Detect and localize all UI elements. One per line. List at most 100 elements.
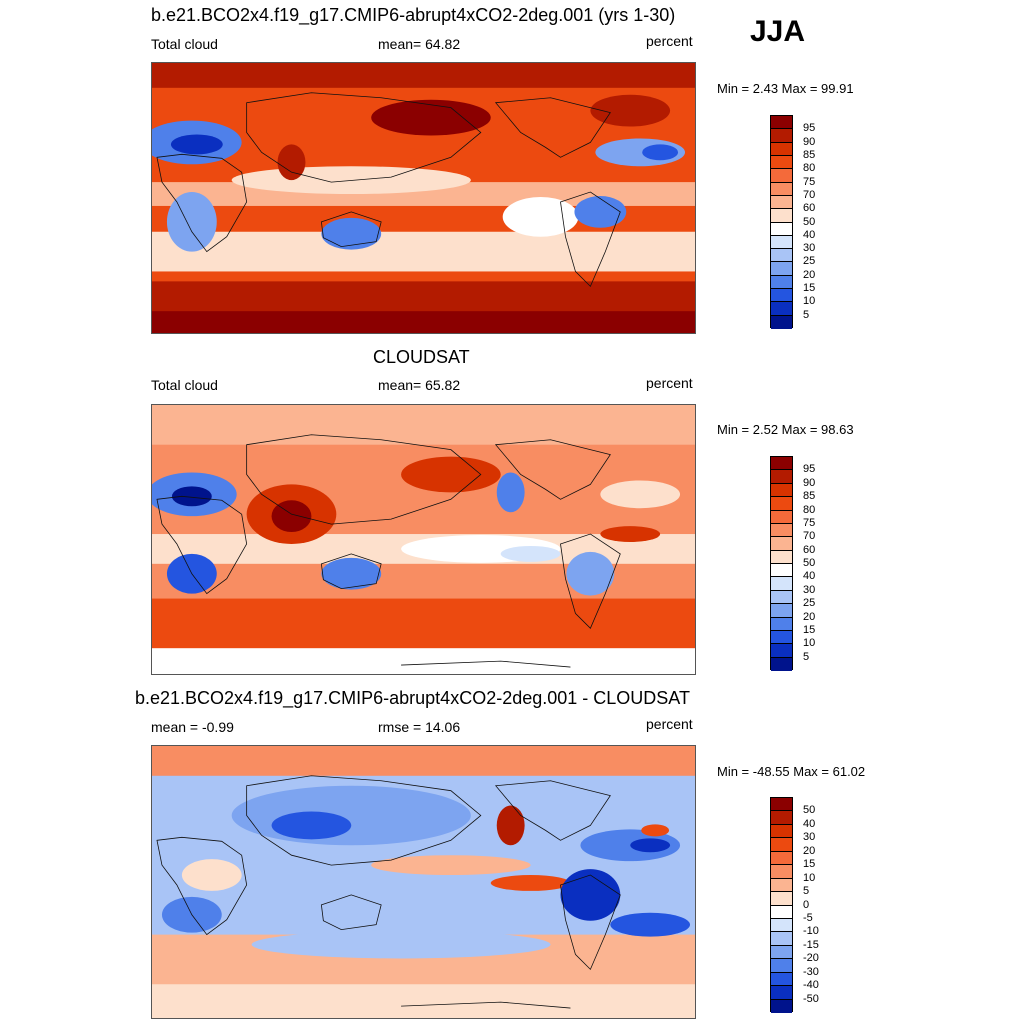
panel-2-title: CLOUDSAT: [373, 347, 470, 367]
colorbar-swatch: [771, 315, 792, 329]
colorbar-label: 40: [803, 817, 816, 830]
colorbar-label: 5: [803, 885, 810, 898]
colorbar-label: 5: [803, 650, 810, 663]
panel-3-mean-label: mean = -0.99: [151, 719, 234, 735]
colorbar-label: 10: [803, 637, 816, 650]
colorbar-swatch: [771, 222, 792, 236]
colorbar-label: 20: [803, 844, 816, 857]
colorbar-swatch: [771, 851, 792, 866]
colorbar-label: 20: [803, 610, 816, 623]
colorbar-label: 95: [803, 122, 816, 135]
colorbar-label: 80: [803, 162, 816, 175]
panel-3-colorbar: [770, 797, 793, 1013]
colorbar-swatch: [771, 142, 792, 156]
panel-2-mean-label: mean= 65.82: [378, 377, 461, 393]
colorbar-label: 50: [803, 557, 816, 569]
colorbar-swatch: [771, 999, 792, 1013]
colorbar-swatch: [771, 249, 792, 263]
colorbar-swatch: [771, 275, 792, 290]
colorbar-swatch: [771, 289, 792, 303]
colorbar-swatch: [771, 577, 792, 591]
colorbar-label: 70: [803, 188, 816, 201]
colorbar-label: 30: [803, 242, 816, 255]
colorbar-swatch: [771, 550, 792, 564]
colorbar-label: 5: [803, 308, 810, 321]
colorbar-label: 30: [803, 583, 816, 596]
colorbar-swatch: [771, 235, 792, 250]
colorbar-swatch: [771, 195, 792, 210]
colorbar-swatch: [771, 824, 792, 839]
colorbar-label: 30: [803, 831, 816, 844]
colorbar-swatch: [771, 523, 792, 538]
colorbar-swatch: [771, 209, 792, 223]
colorbar-label: -30: [803, 965, 819, 978]
colorbar-label: 90: [803, 476, 816, 489]
colorbar-swatch: [771, 959, 792, 973]
colorbar-label: 15: [803, 282, 816, 295]
colorbar-label: -10: [803, 925, 819, 938]
colorbar-swatch: [771, 510, 792, 524]
colorbar-label: 85: [803, 148, 816, 161]
panel-3-rmse-label: rmse = 14.06: [378, 719, 461, 735]
colorbar-label: 50: [803, 215, 816, 228]
colorbar-swatch: [771, 892, 792, 906]
colorbar-swatch: [771, 945, 792, 960]
colorbar-label: 60: [803, 202, 816, 215]
colorbar-label: 40: [803, 570, 816, 583]
colorbar-label: 75: [803, 516, 816, 529]
colorbar-swatch: [771, 262, 792, 276]
colorbar-swatch: [771, 590, 792, 605]
colorbar-label: 40: [803, 228, 816, 241]
colorbar-label: 50: [803, 804, 816, 817]
colorbar-swatch: [771, 905, 792, 919]
panel-1-variable-label: Total cloud: [151, 36, 218, 52]
panel-3-map: [151, 745, 696, 1019]
colorbar-label: 10: [803, 295, 816, 308]
colorbar-label: 0: [803, 898, 810, 911]
panel-2-minmax: Min = 2.52 Max = 98.63: [717, 422, 854, 437]
colorbar-swatch: [771, 932, 792, 946]
panel-1-minmax: Min = 2.43 Max = 99.91: [717, 81, 854, 96]
colorbar-label: 25: [803, 255, 816, 268]
colorbar-label: -50: [803, 992, 819, 1005]
colorbar-label: 95: [803, 463, 816, 476]
colorbar-label: 10: [803, 871, 816, 884]
colorbar-swatch: [771, 564, 792, 578]
colorbar-label: 20: [803, 268, 816, 281]
colorbar-swatch: [771, 986, 792, 1000]
colorbar-label: 60: [803, 543, 816, 556]
colorbar-swatch: [771, 798, 792, 812]
colorbar-label: 90: [803, 135, 816, 148]
colorbar-swatch: [771, 483, 792, 498]
panel-1-map: [151, 62, 696, 334]
colorbar-swatch: [771, 811, 792, 825]
colorbar-swatch: [771, 972, 792, 987]
panel-1-colorbar: [770, 115, 793, 329]
panel-2-map: [151, 404, 696, 675]
panel-3-minmax: Min = -48.55 Max = 61.02: [717, 764, 866, 779]
colorbar-label: 70: [803, 530, 816, 543]
colorbar-swatch: [771, 470, 792, 484]
season-label: JJA: [750, 15, 806, 48]
colorbar-swatch: [771, 865, 792, 879]
colorbar-label: 15: [803, 858, 816, 871]
colorbar-label: -40: [803, 979, 819, 992]
colorbar-label: -15: [803, 938, 819, 951]
colorbar-label: -20: [803, 952, 819, 965]
colorbar-swatch: [771, 604, 792, 618]
panel-1-title: b.e21.BCO2x4.f19_g17.CMIP6-abrupt4xCO2-2…: [151, 5, 676, 25]
colorbar-swatch: [771, 457, 792, 471]
colorbar-label: -5: [803, 911, 813, 924]
colorbar-label: 80: [803, 503, 816, 516]
colorbar-label: 75: [803, 175, 816, 188]
colorbar-swatch: [771, 497, 792, 511]
colorbar-swatch: [771, 537, 792, 551]
panel-3-title: b.e21.BCO2x4.f19_g17.CMIP6-abrupt4xCO2-2…: [135, 688, 690, 708]
colorbar-swatch: [771, 644, 792, 658]
colorbar-swatch: [771, 630, 792, 645]
colorbar-label: 85: [803, 490, 816, 503]
panel-3-units-label: percent: [646, 716, 693, 732]
colorbar-swatch: [771, 129, 792, 143]
colorbar-swatch: [771, 155, 792, 170]
colorbar-label: 15: [803, 623, 816, 636]
